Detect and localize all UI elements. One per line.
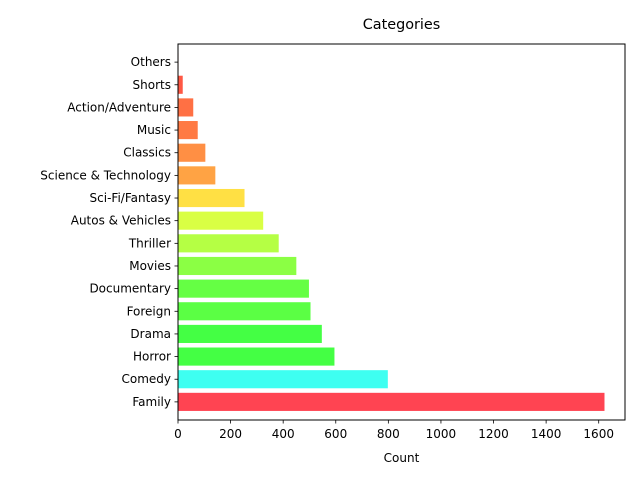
x-tick-label: 1600 [583,427,614,441]
y-tick-label: Action/Adventure [67,100,171,114]
bar [178,302,311,321]
bar [178,166,216,185]
chart-title: Categories [363,17,441,33]
bar [178,256,297,276]
x-axis-ticks: 0 200 400 600 800 1000 1200 1400 1600 [174,420,614,441]
bar [178,188,245,208]
y-tick-label: Documentary [89,282,171,296]
y-axis-ticks: Family Comedy Horror Drama Foreign Documentar… [40,55,178,409]
y-tick-label: Others [131,55,171,69]
y-tick-label: Thriller [128,236,171,250]
x-tick-label: 0 [174,427,182,441]
bar [178,211,264,230]
x-tick-label: 1000 [426,427,457,441]
bar [178,392,605,411]
y-tick-label: Science & Technology [40,168,171,182]
x-axis-label: Count [384,451,420,465]
y-tick-label: Foreign [127,304,171,318]
x-tick-label: 1200 [478,427,509,441]
y-tick-label: Movies [129,259,171,273]
y-tick-label: Horror [133,350,171,364]
x-tick-label: 600 [324,427,347,441]
y-tick-label: Shorts [133,78,171,92]
y-tick-label: Autos & Vehicles [71,214,171,228]
y-tick-label: Drama [130,327,171,341]
y-tick-label: Sci-Fi/Fantasy [90,191,171,205]
y-tick-label: Classics [123,146,171,160]
bar [178,347,335,366]
bar [178,234,279,253]
bar [178,98,194,117]
bars-group [178,53,605,411]
x-tick-label: 1400 [531,427,562,441]
y-tick-label: Family [132,395,171,409]
bar [178,324,322,343]
plot-frame [177,43,626,421]
x-tick-label: 400 [272,427,295,441]
x-tick-label: 800 [377,427,400,441]
y-tick-label: Comedy [121,372,171,386]
y-tick-label: Music [137,123,171,137]
bar [178,370,388,389]
bar [178,279,309,298]
bar [178,75,183,94]
bar [178,143,206,162]
bar [178,121,198,140]
x-tick-label: 200 [219,427,242,441]
